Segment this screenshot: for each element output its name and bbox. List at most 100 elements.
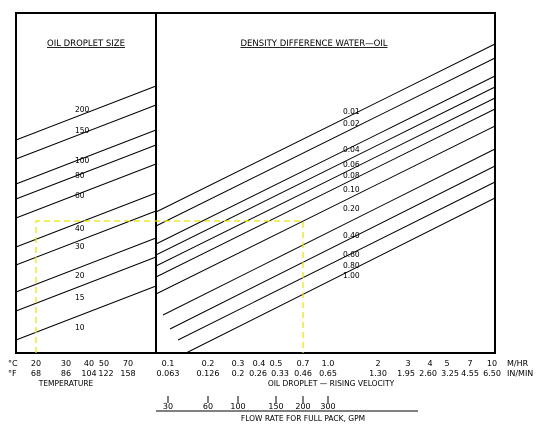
droplet-label-15: 15 <box>75 293 85 302</box>
droplet-line-15 <box>15 256 157 312</box>
droplet-line-100 <box>15 129 157 185</box>
droplet-line-20 <box>15 237 157 293</box>
temperature-axis-label: TEMPERATURE <box>38 379 94 388</box>
density-line-0.06 <box>155 86 496 256</box>
velocity-mhr-tick-10: 10 <box>487 359 497 368</box>
density-line-0.01 <box>155 43 496 213</box>
velocity-inmin-tick-0.46: 0.46 <box>294 369 312 378</box>
velocity-mhr-tick-0.2: 0.2 <box>202 359 215 368</box>
density-line-0.04 <box>155 75 496 245</box>
velocity-inmin-tick-0.2: 0.2 <box>232 369 245 378</box>
velocity-mhr-tick-0.4: 0.4 <box>253 359 266 368</box>
density-line-0.80 <box>177 181 496 341</box>
celsius-tick-30: 30 <box>61 359 71 368</box>
celsius-tick-70: 70 <box>123 359 133 368</box>
density-line-0.60 <box>169 165 496 330</box>
density-label-0.06: 0.06 <box>343 160 360 169</box>
density-label-0.10: 0.10 <box>343 185 360 194</box>
velocity-mhr-tick-0.1: 0.1 <box>162 359 175 368</box>
velocity-inmin-tick-0.33: 0.33 <box>271 369 289 378</box>
velocity-mhr-tick-5: 5 <box>444 359 449 368</box>
droplet-label-200: 200 <box>75 105 90 114</box>
density-label-0.60: 0.60 <box>343 250 360 259</box>
right-panel-title: DENSITY DIFFERENCE WATER—OIL <box>240 39 387 49</box>
velocity-inmin-tick-4.55: 4.55 <box>461 369 479 378</box>
density-lines <box>155 43 496 354</box>
droplet-label-150: 150 <box>75 126 90 135</box>
fahrenheit-tick-158: 158 <box>120 369 135 378</box>
droplet-line-150 <box>15 104 157 160</box>
velocity-inmin-tick-0.063: 0.063 <box>157 369 180 378</box>
velocity-mhr-tick-0.7: 0.7 <box>297 359 310 368</box>
flow-label-30: 30 <box>163 402 173 411</box>
flow-label-150: 150 <box>268 402 283 411</box>
droplet-line-80 <box>15 144 157 200</box>
droplet-label-10: 10 <box>75 323 85 332</box>
fahrenheit-tick-104: 104 <box>81 369 96 378</box>
celsius-unit: °C <box>8 359 18 368</box>
velocity-mhr-tick-4: 4 <box>427 359 432 368</box>
fahrenheit-tick-68: 68 <box>31 369 41 378</box>
density-line-0.20 <box>155 125 496 295</box>
droplet-size-labels: 200 150 100 80 60 40 30 20 15 10 <box>75 105 90 332</box>
chart-frame <box>15 12 496 354</box>
flow-label-100: 100 <box>230 402 245 411</box>
velocity-mhr-tick-0.5: 0.5 <box>270 359 283 368</box>
example-guide-path <box>35 220 304 353</box>
droplet-line-200 <box>15 85 157 141</box>
density-line-1.00 <box>185 197 496 354</box>
droplet-label-40: 40 <box>75 224 85 233</box>
droplet-line-40 <box>15 192 157 248</box>
fahrenheit-tick-122: 122 <box>98 369 113 378</box>
fahrenheit-unit: °F <box>8 369 17 378</box>
droplet-label-80: 80 <box>75 171 85 180</box>
droplet-label-20: 20 <box>75 271 85 280</box>
density-label-0.01: 0.01 <box>343 107 360 116</box>
velocity-unit-inmin: IN/MIN <box>507 369 533 378</box>
density-label-0.80: 0.80 <box>343 261 360 270</box>
velocity-inmin-tick-0.26: 0.26 <box>249 369 267 378</box>
droplet-size-lines <box>15 85 157 341</box>
celsius-tick-50: 50 <box>99 359 109 368</box>
flow-label-300: 300 <box>320 402 335 411</box>
flow-label-60: 60 <box>203 402 213 411</box>
velocity-mhr-tick-2: 2 <box>375 359 380 368</box>
velocity-inmin-tick-1.30: 1.30 <box>369 369 387 378</box>
velocity-mhr-tick-0.3: 0.3 <box>232 359 245 368</box>
density-line-0.40 <box>162 148 496 316</box>
velocity-mhr-tick-7: 7 <box>467 359 472 368</box>
density-label-0.08: 0.08 <box>343 171 360 180</box>
velocity-axis: 0.1 0.2 0.3 0.4 0.5 0.7 1.0 2 3 4 5 7 10… <box>157 359 534 388</box>
flow-axis-label: FLOW RATE FOR FULL PACK, GPM <box>241 414 365 423</box>
velocity-axis-label: OIL DROPLET — RISING VELOCITY <box>268 379 395 388</box>
flow-rate-axis: 30 60 100 150 200 300 FLOW RATE FOR FULL… <box>156 396 418 423</box>
celsius-tick-40: 40 <box>84 359 94 368</box>
flow-label-200: 200 <box>295 402 310 411</box>
fahrenheit-tick-86: 86 <box>61 369 71 378</box>
velocity-unit-mhr: M/HR <box>507 359 529 368</box>
density-label-0.20: 0.20 <box>343 204 360 213</box>
density-line-0.08 <box>155 97 496 267</box>
density-line-0.02 <box>155 57 496 227</box>
droplet-label-100: 100 <box>75 156 90 165</box>
celsius-tick-20: 20 <box>31 359 41 368</box>
density-label-0.02: 0.02 <box>343 119 360 128</box>
density-line-0.10 <box>155 108 496 278</box>
velocity-mhr-tick-3: 3 <box>405 359 410 368</box>
left-panel-title: OIL DROPLET SIZE <box>47 39 125 49</box>
velocity-inmin-tick-3.25: 3.25 <box>441 369 459 378</box>
velocity-inmin-tick-1.95: 1.95 <box>397 369 415 378</box>
velocity-mhr-tick-1.0: 1.0 <box>322 359 335 368</box>
droplet-line-10 <box>15 285 157 341</box>
velocity-inmin-tick-2.60: 2.60 <box>419 369 437 378</box>
density-label-0.40: 0.40 <box>343 231 360 240</box>
droplet-label-30: 30 <box>75 242 85 251</box>
droplet-line-60 <box>15 163 157 219</box>
droplet-line-30 <box>15 210 157 266</box>
density-label-1.00: 1.00 <box>343 271 360 280</box>
velocity-inmin-tick-0.126: 0.126 <box>197 369 220 378</box>
velocity-inmin-tick-0.65: 0.65 <box>319 369 337 378</box>
temperature-axis: °C °F 20 30 40 50 70 68 86 104 122 158 T… <box>8 359 136 388</box>
velocity-inmin-tick-6.50: 6.50 <box>483 369 501 378</box>
droplet-label-60: 60 <box>75 191 85 200</box>
